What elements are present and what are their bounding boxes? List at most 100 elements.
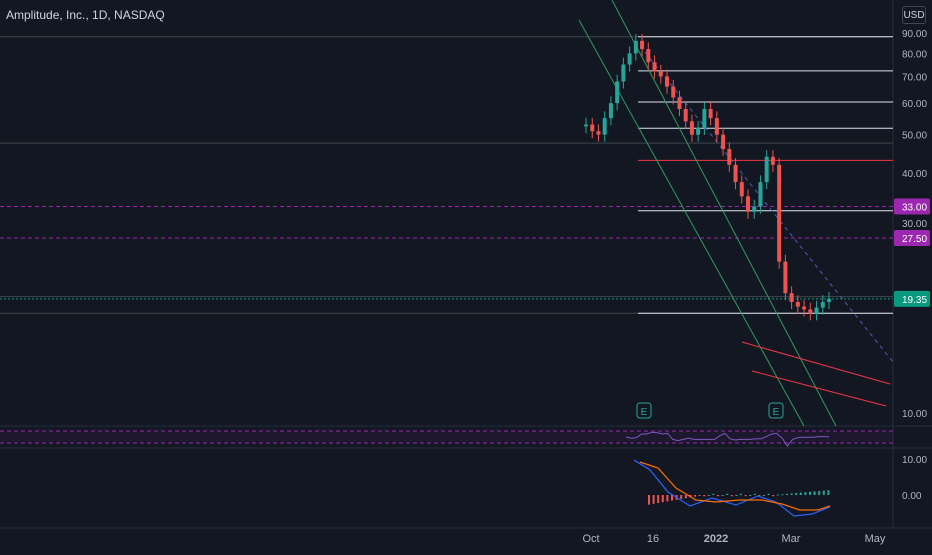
macd-histogram-bar bbox=[730, 495, 733, 497]
candle-body[interactable] bbox=[627, 53, 632, 65]
macd-histogram-bar bbox=[657, 495, 660, 503]
candle-body[interactable] bbox=[696, 127, 701, 135]
earnings-marker-label: E bbox=[773, 407, 780, 418]
macd-histogram-bar bbox=[698, 495, 701, 496]
candle-body[interactable] bbox=[789, 293, 794, 302]
candle-body[interactable] bbox=[746, 196, 750, 212]
candle-body[interactable] bbox=[770, 156, 775, 165]
candle-body[interactable] bbox=[702, 108, 707, 128]
macd-histogram-bar bbox=[795, 493, 798, 495]
macd-histogram-bar bbox=[813, 491, 816, 495]
y-tick-label: 90.00 bbox=[902, 29, 927, 40]
macd-histogram-bar bbox=[827, 490, 830, 495]
candle-body[interactable] bbox=[584, 124, 588, 127]
y-tick-label: 80.00 bbox=[902, 49, 927, 60]
channel-line-upper bbox=[578, 19, 805, 427]
candle-body[interactable] bbox=[640, 40, 645, 50]
candle-body[interactable] bbox=[633, 40, 638, 54]
price-badge bbox=[894, 198, 930, 215]
candle-body[interactable] bbox=[652, 62, 657, 72]
macd-histogram-bar bbox=[758, 495, 761, 497]
candle-body[interactable] bbox=[808, 309, 813, 314]
candle-body[interactable] bbox=[802, 306, 807, 310]
macd-histogram-bar bbox=[786, 493, 788, 495]
candle-body[interactable] bbox=[590, 124, 595, 132]
price-badge bbox=[894, 230, 930, 247]
macd-histogram-bar bbox=[799, 492, 802, 495]
macd-histogram-bar bbox=[763, 495, 765, 496]
wedge-line-upper bbox=[741, 341, 891, 385]
candle-body[interactable] bbox=[621, 64, 626, 82]
y-tick-label: 60.00 bbox=[902, 99, 927, 110]
macd-histogram-bar bbox=[735, 495, 738, 496]
macd-histogram-bar bbox=[790, 493, 793, 495]
candle-body[interactable] bbox=[721, 134, 726, 150]
macd-histogram-bar bbox=[781, 494, 784, 496]
macd-histogram-bar bbox=[726, 493, 729, 495]
x-tick-label: 16 bbox=[647, 533, 659, 545]
channel-line-lower bbox=[611, 0, 837, 427]
candle-body[interactable] bbox=[795, 301, 800, 307]
candle-body[interactable] bbox=[783, 261, 788, 294]
macd-histogram-bar bbox=[717, 495, 719, 497]
candle-body[interactable] bbox=[820, 301, 825, 308]
earnings-marker-label: E bbox=[641, 407, 648, 418]
macd-histogram-bar bbox=[694, 495, 696, 497]
candle-body[interactable] bbox=[714, 118, 719, 135]
macd-histogram-bar bbox=[666, 495, 669, 502]
y-tick-label: 70.00 bbox=[902, 72, 927, 83]
price-badge-label: 19.35 bbox=[902, 295, 927, 306]
candle-body[interactable] bbox=[689, 121, 694, 135]
x-tick-label: 2022 bbox=[704, 533, 728, 545]
earnings-marker[interactable] bbox=[768, 402, 784, 419]
macd-histogram-bar bbox=[767, 493, 770, 495]
candle-body[interactable] bbox=[708, 108, 713, 119]
candle-body[interactable] bbox=[758, 182, 763, 207]
macd-histogram-bar bbox=[652, 495, 655, 504]
chart-title: Amplitude, Inc., 1D, NASDAQ bbox=[6, 8, 165, 22]
macd-histogram-bar bbox=[721, 495, 724, 496]
macd-histogram-bar bbox=[712, 493, 715, 495]
macd-histogram-bar bbox=[661, 495, 664, 503]
candle-body[interactable] bbox=[677, 97, 682, 109]
earnings-marker[interactable] bbox=[636, 402, 652, 419]
macd-histogram-bar bbox=[680, 495, 683, 499]
macd-tick-label: 0.00 bbox=[902, 491, 922, 502]
candle-body[interactable] bbox=[752, 206, 757, 212]
candle-body[interactable] bbox=[646, 49, 651, 63]
y-tick-label: 50.00 bbox=[902, 131, 927, 142]
macd-line bbox=[633, 459, 831, 517]
candle-body[interactable] bbox=[739, 182, 744, 197]
macd-histogram-bar bbox=[753, 493, 756, 495]
y-tick-label: 40.00 bbox=[902, 169, 927, 180]
x-tick-label: May bbox=[865, 533, 886, 545]
candle-body[interactable] bbox=[683, 108, 688, 122]
candle-body[interactable] bbox=[596, 131, 601, 135]
macd-histogram-bar bbox=[804, 492, 807, 495]
candle-body[interactable] bbox=[602, 118, 607, 135]
candle-body[interactable] bbox=[827, 298, 831, 302]
candle-body[interactable] bbox=[615, 81, 620, 104]
candle-body[interactable] bbox=[608, 103, 613, 119]
candle-body[interactable] bbox=[777, 164, 782, 262]
candle-body[interactable] bbox=[733, 164, 738, 183]
candle-body[interactable] bbox=[665, 76, 669, 87]
candle-body[interactable] bbox=[727, 149, 732, 165]
candle-body[interactable] bbox=[658, 71, 663, 77]
currency-button[interactable]: USD bbox=[902, 6, 926, 24]
price-badge bbox=[894, 290, 930, 307]
signal-line bbox=[639, 461, 831, 511]
x-tick-label: Oct bbox=[582, 533, 599, 545]
macd-histogram-bar bbox=[772, 495, 775, 497]
macd-tick-label: 10.00 bbox=[902, 455, 927, 466]
macd-histogram-bar bbox=[822, 490, 825, 495]
rsi-band-fill bbox=[0, 431, 893, 443]
candle-body[interactable] bbox=[814, 307, 819, 314]
price-badge-label: 27.50 bbox=[902, 234, 927, 245]
macd-histogram-bar bbox=[740, 493, 742, 495]
candle-body[interactable] bbox=[764, 156, 769, 183]
macd-histogram-bar bbox=[809, 491, 811, 495]
candle-body[interactable] bbox=[671, 86, 676, 98]
